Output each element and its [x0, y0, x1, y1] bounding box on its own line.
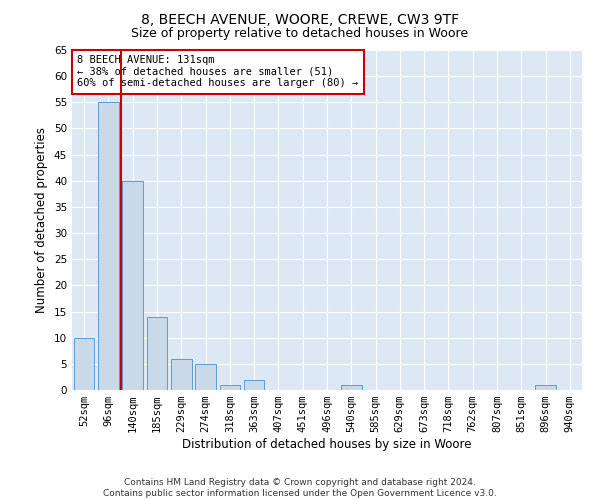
- Bar: [98, 102, 119, 390]
- Text: 8, BEECH AVENUE, WOORE, CREWE, CW3 9TF: 8, BEECH AVENUE, WOORE, CREWE, CW3 9TF: [141, 12, 459, 26]
- Text: Size of property relative to detached houses in Woore: Size of property relative to detached ho…: [131, 28, 469, 40]
- Text: Contains HM Land Registry data © Crown copyright and database right 2024.
Contai: Contains HM Land Registry data © Crown c…: [103, 478, 497, 498]
- Y-axis label: Number of detached properties: Number of detached properties: [35, 127, 49, 313]
- Bar: [535, 385, 556, 390]
- Text: 8 BEECH AVENUE: 131sqm
← 38% of detached houses are smaller (51)
60% of semi-det: 8 BEECH AVENUE: 131sqm ← 38% of detached…: [77, 55, 358, 88]
- X-axis label: Distribution of detached houses by size in Woore: Distribution of detached houses by size …: [182, 438, 472, 451]
- Bar: [341, 385, 362, 390]
- Bar: [171, 358, 191, 390]
- Bar: [122, 181, 143, 390]
- Bar: [220, 385, 240, 390]
- Bar: [195, 364, 216, 390]
- Bar: [244, 380, 265, 390]
- Bar: [146, 317, 167, 390]
- Bar: [74, 338, 94, 390]
